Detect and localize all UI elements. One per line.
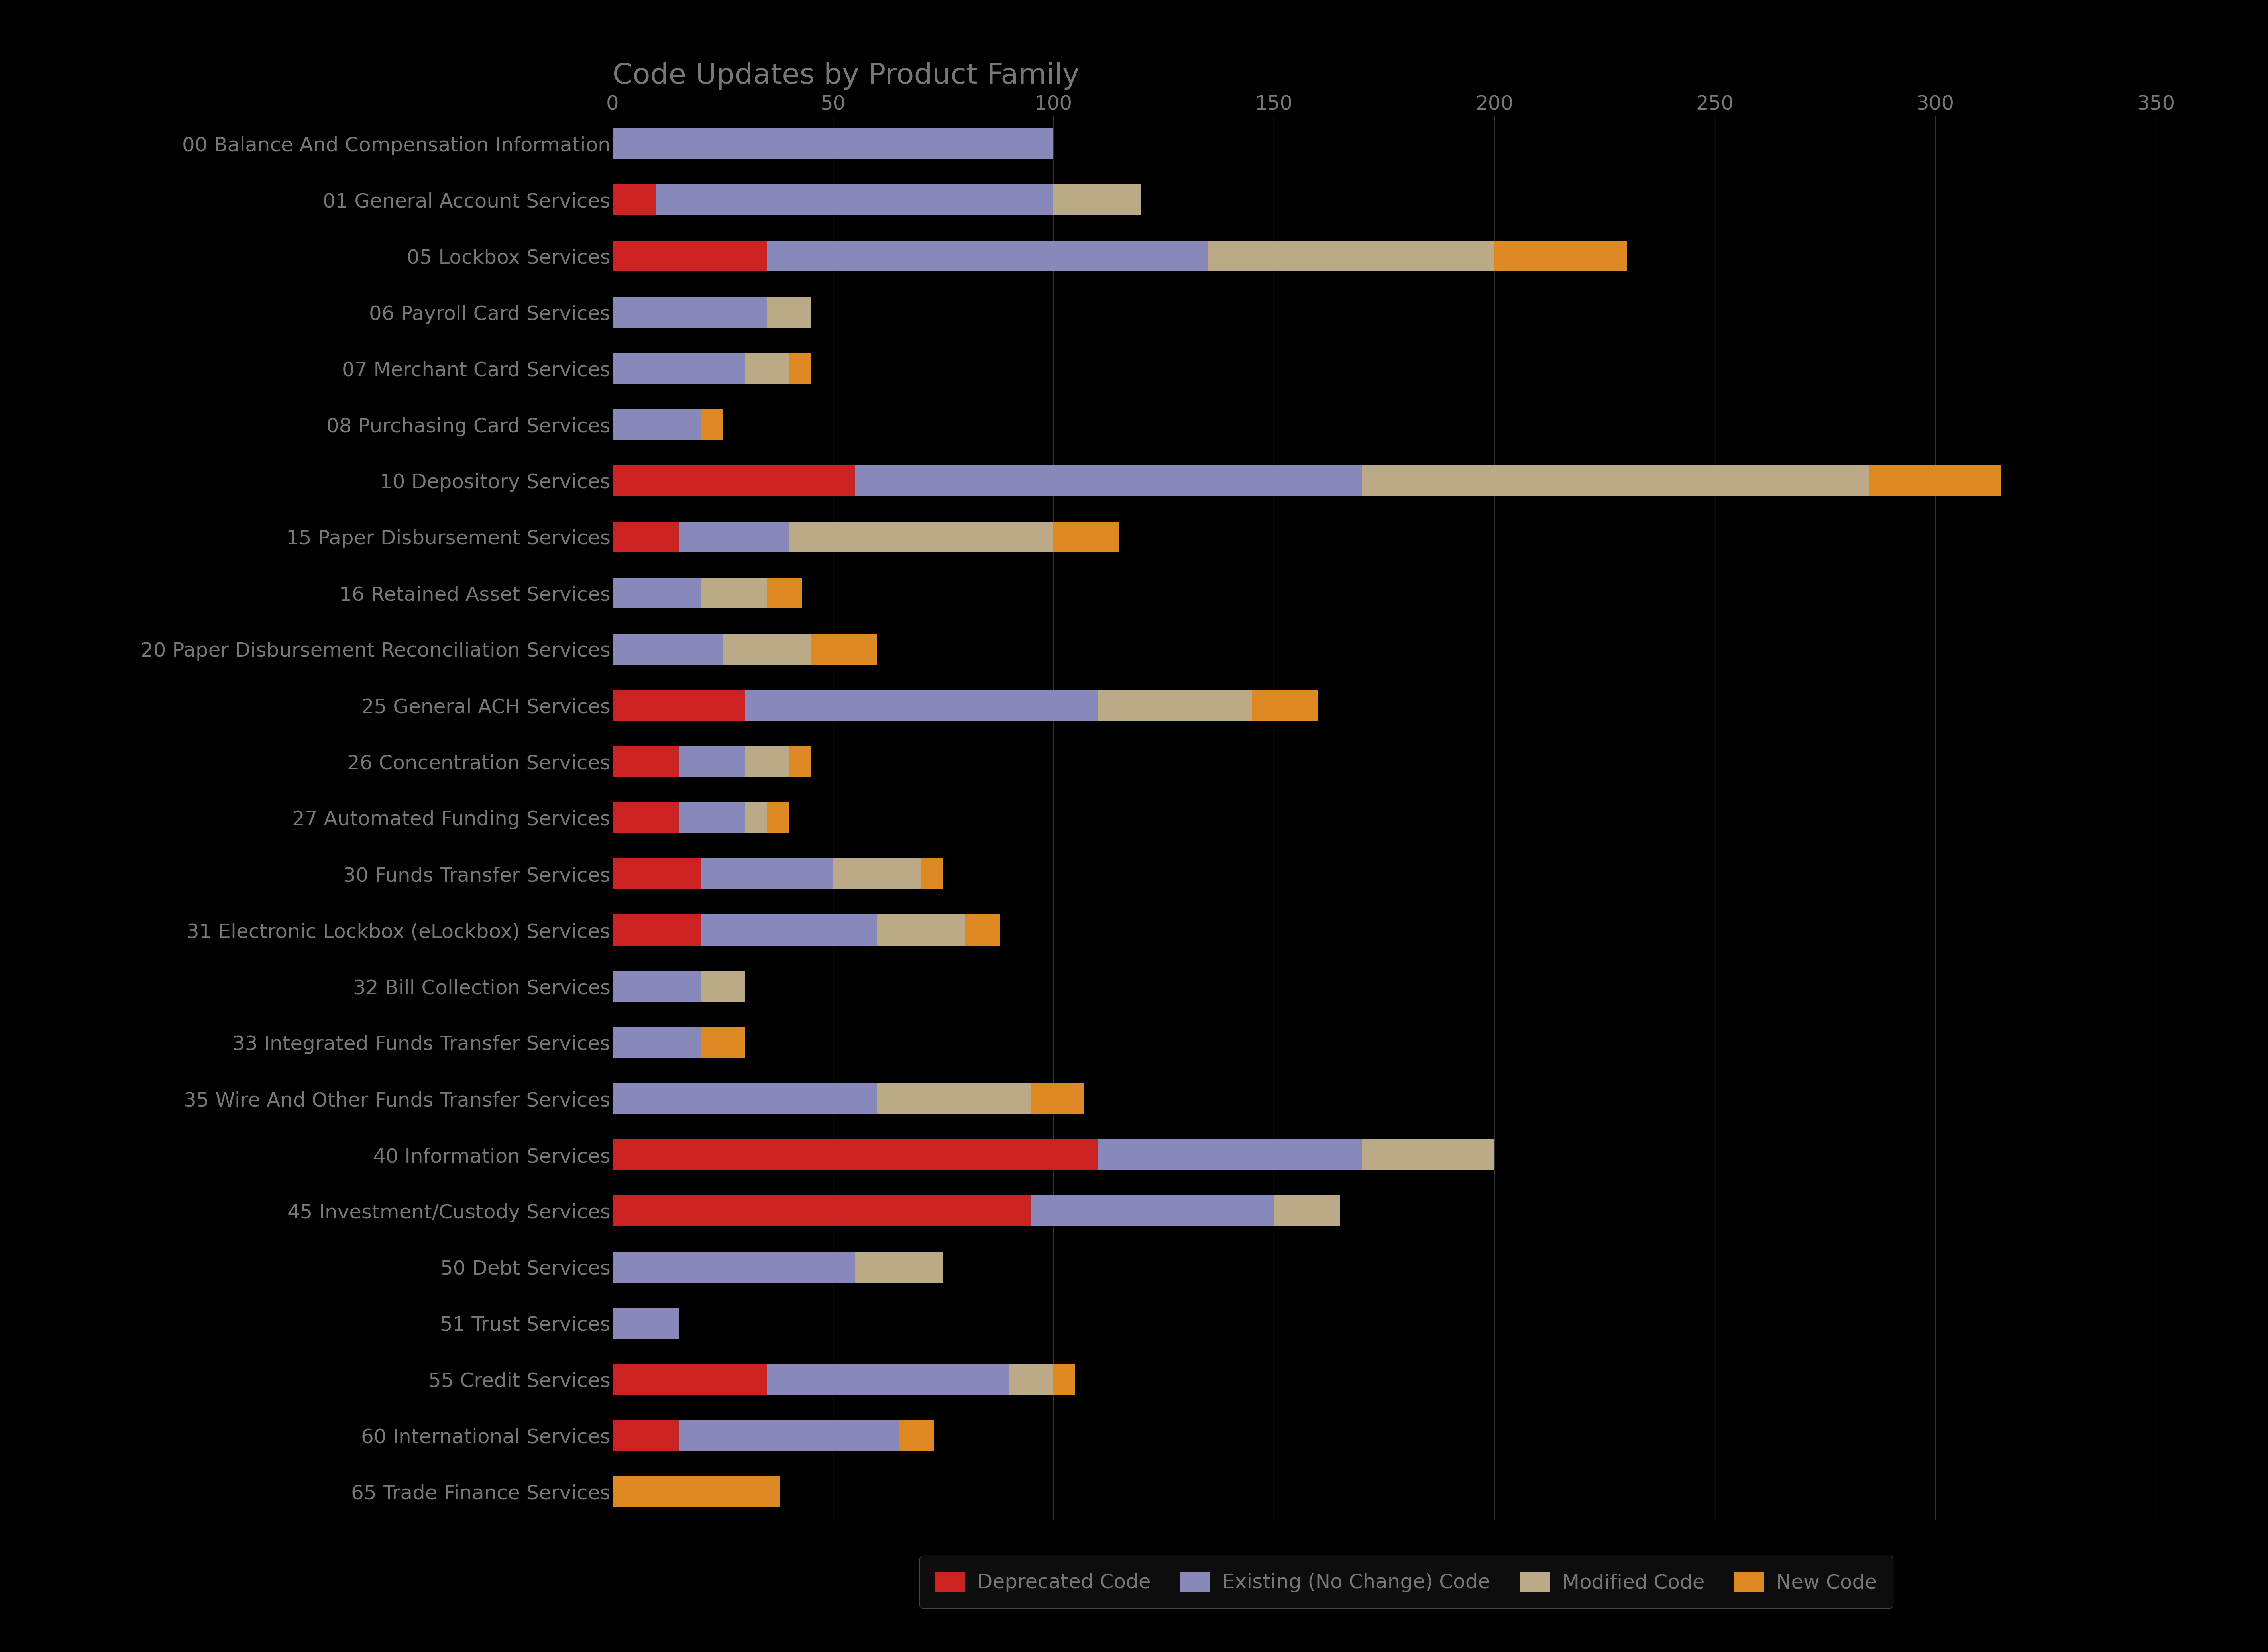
Bar bbox=[789, 522, 1052, 552]
Bar bbox=[1363, 466, 1869, 496]
Bar bbox=[612, 466, 855, 496]
Bar bbox=[678, 803, 744, 833]
Bar bbox=[1275, 1196, 1340, 1226]
Bar bbox=[812, 634, 878, 664]
Bar bbox=[678, 522, 789, 552]
Bar bbox=[744, 747, 789, 776]
Bar bbox=[855, 1252, 943, 1282]
Bar bbox=[612, 354, 744, 383]
Legend: Deprecated Code, Existing (No Change) Code, Modified Code, New Code: Deprecated Code, Existing (No Change) Co… bbox=[919, 1556, 1894, 1607]
Text: Code Updates by Product Family: Code Updates by Product Family bbox=[612, 63, 1080, 89]
Bar bbox=[921, 859, 943, 889]
Bar bbox=[678, 1421, 898, 1450]
Bar bbox=[744, 803, 767, 833]
Bar bbox=[612, 129, 1052, 159]
Bar bbox=[701, 578, 767, 608]
Bar bbox=[612, 522, 678, 552]
Bar bbox=[832, 859, 921, 889]
Bar bbox=[701, 1028, 744, 1057]
Bar bbox=[612, 185, 655, 215]
Bar bbox=[612, 859, 701, 889]
Bar bbox=[701, 410, 723, 439]
Bar bbox=[1098, 691, 1252, 720]
Bar bbox=[612, 915, 701, 945]
Bar bbox=[612, 1084, 878, 1113]
Bar bbox=[1869, 466, 2003, 496]
Bar bbox=[612, 1421, 678, 1450]
Bar bbox=[678, 747, 744, 776]
Bar bbox=[789, 747, 812, 776]
Bar bbox=[878, 1084, 1032, 1113]
Bar bbox=[612, 578, 701, 608]
Bar bbox=[612, 747, 678, 776]
Bar bbox=[1032, 1084, 1084, 1113]
Bar bbox=[1098, 1140, 1363, 1170]
Bar bbox=[612, 1365, 767, 1394]
Bar bbox=[1363, 1140, 1495, 1170]
Bar bbox=[612, 297, 767, 327]
Bar bbox=[612, 1252, 855, 1282]
Bar bbox=[1032, 1196, 1275, 1226]
Bar bbox=[612, 634, 723, 664]
Bar bbox=[744, 691, 1098, 720]
Bar bbox=[701, 915, 878, 945]
Bar bbox=[1052, 185, 1141, 215]
Bar bbox=[612, 1308, 678, 1338]
Bar bbox=[612, 410, 701, 439]
Bar bbox=[655, 185, 1052, 215]
Bar bbox=[966, 915, 1000, 945]
Bar bbox=[612, 971, 701, 1001]
Bar bbox=[744, 354, 789, 383]
Bar bbox=[767, 241, 1207, 271]
Bar bbox=[701, 859, 832, 889]
Bar bbox=[701, 971, 744, 1001]
Bar bbox=[1207, 241, 1495, 271]
Bar bbox=[767, 297, 812, 327]
Bar bbox=[767, 578, 803, 608]
Bar bbox=[612, 1477, 780, 1507]
Bar bbox=[1495, 241, 1626, 271]
Bar bbox=[898, 1421, 934, 1450]
Bar bbox=[612, 241, 767, 271]
Bar bbox=[612, 803, 678, 833]
Bar bbox=[1252, 691, 1318, 720]
Bar bbox=[767, 1365, 1009, 1394]
Bar bbox=[878, 915, 966, 945]
Bar bbox=[612, 691, 744, 720]
Bar bbox=[723, 634, 812, 664]
Bar bbox=[612, 1028, 701, 1057]
Bar bbox=[789, 354, 812, 383]
Bar bbox=[1052, 1365, 1075, 1394]
Bar bbox=[1052, 522, 1120, 552]
Bar bbox=[1009, 1365, 1052, 1394]
Bar bbox=[612, 1196, 1032, 1226]
Bar bbox=[767, 803, 789, 833]
Bar bbox=[855, 466, 1363, 496]
Bar bbox=[612, 1140, 1098, 1170]
